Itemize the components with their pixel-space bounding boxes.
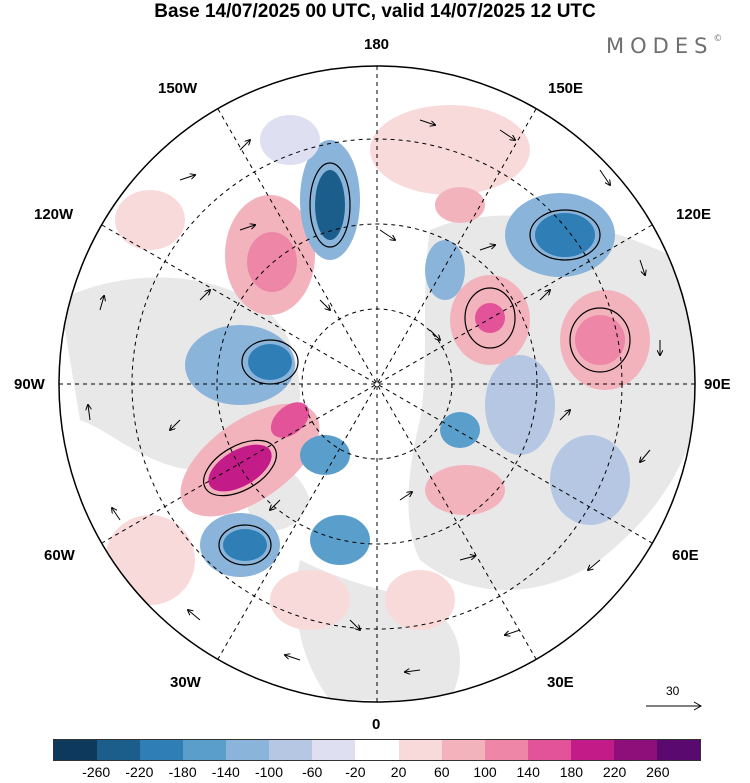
colorbar-tick-label: 60 [434,764,450,780]
lon-label-60e: 60E [672,547,699,564]
colorbar-segment [613,740,657,760]
colorbar-segment [97,740,141,760]
colorbar-segment [140,740,184,760]
colorbar-segment [54,740,98,760]
reference-vector: 30 [644,684,704,714]
colorbar-segment [656,740,700,760]
colorbar-tick-label: -260 [82,764,111,780]
lon-label-150w: 150W [158,80,198,97]
colorbar-segment [527,740,571,760]
colorbar-tick-label: 180 [559,764,584,780]
lon-label-30w: 30W [170,674,201,691]
colorbar [53,739,701,761]
brand-logo: MODES© [606,34,723,58]
colorbar-tick-label: -100 [254,764,284,780]
reference-arrow-icon [646,701,703,711]
anomaly-shading [105,105,650,630]
colorbar-segment [226,740,270,760]
lon-label-30e: 30E [547,674,574,691]
colorbar-segment [355,740,399,760]
colorbar-tick-label: -60 [302,764,323,780]
contour-lines [203,162,631,566]
colorbar-tick-label: 100 [473,764,497,780]
colorbar-tick-label: 260 [646,764,670,780]
lon-label-120w: 120W [34,206,74,223]
colorbar-tick-label: 220 [602,764,627,780]
colorbar-tick-label: -220 [125,764,154,780]
colorbar-segment [398,740,442,760]
graticule [59,66,695,702]
colorbar-tick-label: -180 [168,764,197,780]
lon-label-150e: 150E [548,80,584,97]
lon-label-90w: 90W [14,376,45,393]
colorbar-tick-label: -20 [345,764,366,780]
colorbar-tick-label: 140 [516,764,540,780]
colorbar-segment [183,740,227,760]
reference-vector-value: 30 [666,684,680,698]
colorbar-segment [312,740,356,760]
colorbar-segment [484,740,528,760]
colorbar-segment [441,740,485,760]
lon-label-90e: 90E [704,376,731,393]
colorbar-segment [269,740,313,760]
lon-label-0: 0 [372,716,381,733]
map-title: Base 14/07/2025 00 UTC, valid 14/07/2025… [154,1,596,22]
lon-label-180: 180 [364,36,390,53]
colorbar-ticks: -260 -220 -180 -140 -100 -60 -20 20 60 100 140 180 2… [53,764,701,782]
lon-label-60w: 60W [44,547,75,564]
colorbar-tick-label: -140 [211,764,240,780]
colorbar-segment [570,740,614,760]
colorbar-tick-label: 20 [390,764,407,780]
map-boundary [58,65,696,703]
lon-label-120e: 120E [676,206,712,223]
